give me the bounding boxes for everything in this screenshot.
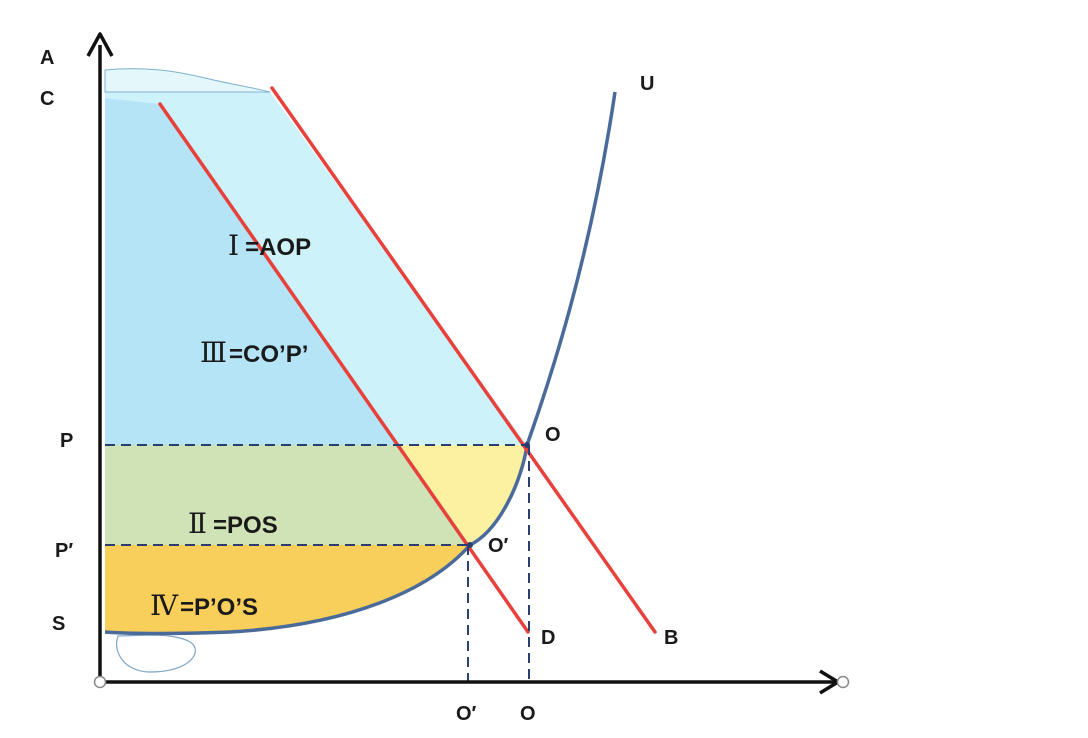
region-pos-prime xyxy=(105,545,470,634)
label-o-point: O xyxy=(545,424,561,446)
label-x-o: O xyxy=(520,703,536,725)
region-label-pos-prime-text: =P’O’S xyxy=(180,594,258,621)
label-a: A xyxy=(40,47,54,69)
origin-handle xyxy=(93,675,107,689)
region-label-cop: Ⅲ=CO’P’ xyxy=(200,338,308,369)
label-x-o-prime: O′ xyxy=(456,703,477,725)
label-s: S xyxy=(52,613,65,635)
point-o xyxy=(524,442,530,448)
x-axis-end-handle xyxy=(836,675,850,689)
region-label-aop-roman: Ⅰ xyxy=(228,231,239,262)
y-axis-arrow xyxy=(86,32,114,57)
region-label-aop: Ⅰ =AOP xyxy=(228,231,311,262)
supply-curve-u xyxy=(104,91,617,636)
region-cop xyxy=(105,98,400,445)
point-o-prime xyxy=(467,542,473,548)
label-d: D xyxy=(541,627,555,649)
region-label-pos: Ⅱ =POS xyxy=(188,509,278,540)
region-label-pos-prime-roman: Ⅳ xyxy=(150,591,179,622)
region-label-pos-text: =POS xyxy=(213,512,278,539)
region-label-cop-text: =CO’P’ xyxy=(229,341,308,368)
region-label-cop-roman: Ⅲ xyxy=(200,338,227,369)
region-pos-green xyxy=(105,445,470,545)
region-aop xyxy=(105,92,527,445)
label-c: C xyxy=(40,88,54,110)
region-label-aop-text: =AOP xyxy=(245,234,311,261)
label-p: P xyxy=(60,430,73,452)
label-u: U xyxy=(640,73,654,95)
region-label-pos-roman: Ⅱ xyxy=(188,509,207,540)
region-label-pos-prime: Ⅳ=P’O’S xyxy=(150,591,258,622)
region-bottom-cloud xyxy=(116,634,196,673)
region-top-edge xyxy=(104,68,271,93)
label-p-prime: P′ xyxy=(55,540,73,562)
demand-line-ab xyxy=(270,86,657,634)
label-b: B xyxy=(664,627,678,649)
label-o-prime-point: O′ xyxy=(488,535,509,557)
